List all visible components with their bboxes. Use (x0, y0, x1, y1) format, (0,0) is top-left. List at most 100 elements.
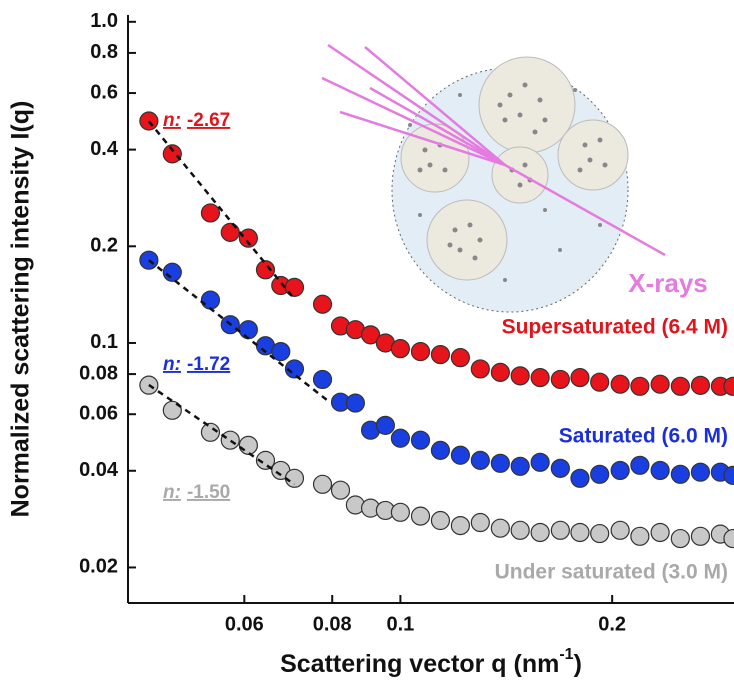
x-tick-label: 0.06 (225, 613, 264, 635)
point (490, 518, 510, 538)
x-tick-label: 0.08 (313, 613, 352, 635)
point (238, 435, 258, 455)
point (360, 325, 381, 345)
point (723, 465, 734, 485)
point (450, 445, 470, 465)
point (570, 368, 590, 388)
point (162, 400, 182, 420)
point (490, 453, 510, 473)
point (670, 376, 690, 396)
point (650, 374, 670, 394)
point (530, 368, 550, 388)
point (630, 526, 650, 546)
point (490, 362, 510, 382)
cluster (478, 56, 576, 154)
y-tick-label: 0.08 (79, 362, 118, 384)
y-tick-label: 0.02 (79, 556, 118, 578)
y-tick-label: 1.0 (90, 10, 118, 32)
fit-label-value: -2.67 (187, 110, 230, 131)
y-tick-label: 0.06 (79, 402, 118, 424)
point (450, 348, 470, 368)
y-tick-label: 0.4 (90, 138, 119, 160)
point (220, 430, 240, 450)
legend-label: Saturated (6.0 M) (559, 425, 728, 448)
point (312, 294, 333, 314)
x-tick-label: 0.1 (386, 613, 414, 635)
point (530, 522, 550, 543)
fit-label: n: -1.50 (163, 482, 230, 503)
series (139, 111, 734, 396)
point (630, 376, 650, 396)
x-axis-title: Scattering vector q (nm-1) (280, 646, 582, 677)
point (590, 464, 610, 484)
point (690, 375, 711, 395)
y-tick-label: 0.1 (90, 331, 118, 353)
point (220, 222, 240, 242)
cluster (426, 199, 508, 281)
point (590, 372, 610, 392)
point (200, 422, 221, 442)
point (200, 203, 221, 223)
point (550, 458, 570, 478)
series (139, 375, 734, 549)
point (345, 393, 365, 413)
inset-schematic (321, 43, 666, 313)
point (470, 359, 490, 379)
point (470, 512, 490, 533)
legend-label: Supersaturated (6.4 M) (502, 316, 728, 339)
point (550, 520, 570, 540)
point (390, 428, 410, 448)
particles (408, 82, 608, 282)
point (312, 474, 333, 494)
fit-line (148, 383, 296, 486)
point (510, 456, 530, 476)
point (162, 262, 182, 282)
point (255, 260, 276, 280)
cluster (557, 119, 629, 191)
fit-label: n: -2.67 (163, 110, 230, 131)
point (375, 415, 395, 435)
point (390, 502, 410, 522)
point (139, 111, 159, 131)
point (284, 359, 305, 379)
fit-label-prefix: n: (163, 482, 181, 503)
point (723, 376, 734, 396)
point (650, 522, 670, 543)
point (670, 528, 690, 549)
point (450, 515, 470, 536)
point (312, 369, 333, 390)
point (284, 468, 305, 488)
point (271, 341, 291, 362)
y-tick-label: 0.8 (90, 41, 118, 63)
point (690, 526, 711, 546)
fit-label-prefix: n: (163, 354, 181, 375)
point (670, 464, 690, 484)
point (550, 369, 570, 390)
point (690, 462, 711, 482)
fit-line (148, 259, 330, 403)
inset-label: X-rays (628, 268, 708, 298)
x-tick-label: 0.2 (598, 613, 626, 635)
point (610, 460, 630, 481)
point (200, 290, 221, 310)
point (530, 452, 550, 472)
fit-label-value: -1.50 (187, 482, 230, 503)
point (430, 344, 451, 365)
fit-label-value: -1.72 (187, 354, 230, 375)
point (570, 522, 590, 543)
point (470, 450, 490, 470)
point (650, 460, 670, 481)
fit-line (147, 120, 296, 300)
x-title-text: Scattering vector q (nm (280, 650, 559, 678)
point (630, 455, 650, 475)
point (284, 277, 305, 297)
point (610, 374, 630, 394)
fit-label-prefix: n: (163, 110, 181, 131)
point (570, 468, 590, 488)
point (410, 341, 431, 362)
point (330, 480, 351, 500)
point (410, 430, 431, 450)
point (238, 320, 258, 340)
point (510, 366, 530, 386)
